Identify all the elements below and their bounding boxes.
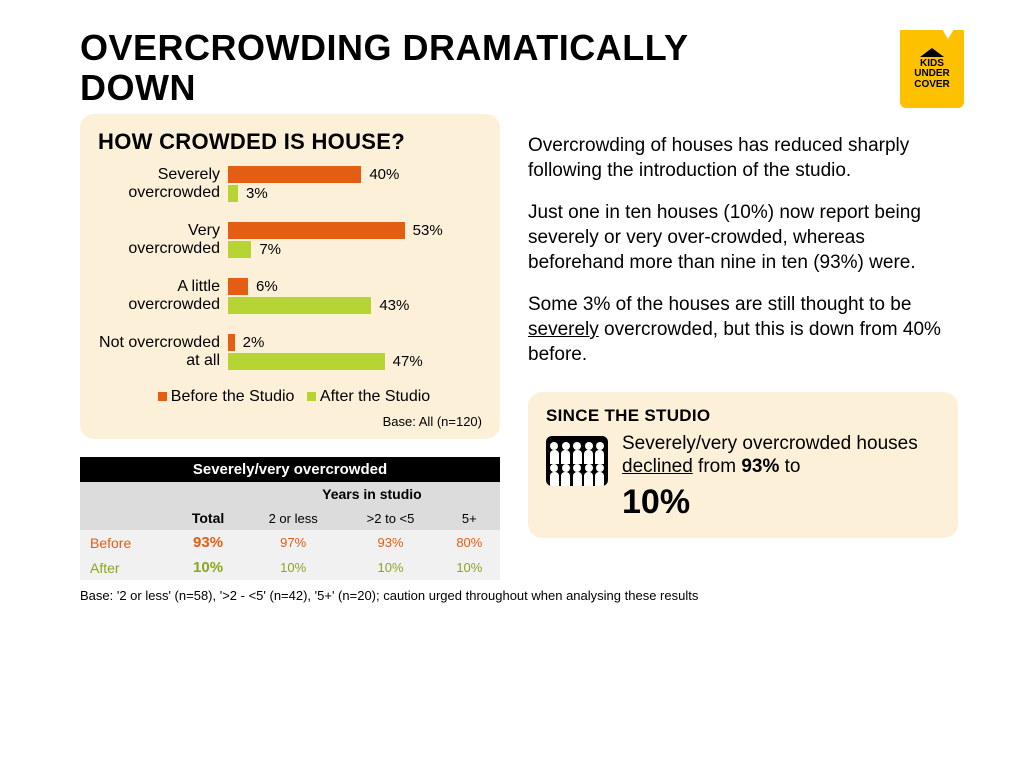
page-title: OVERCROWDING DRAMATICALLY DOWN	[80, 28, 780, 107]
bar-after	[228, 353, 385, 370]
paragraph-3: Some 3% of the houses are still thought …	[528, 293, 964, 367]
kids-under-cover-logo: KIDS UNDER COVER	[900, 30, 964, 108]
footnote: Base: '2 or less' (n=58), '>2 - <5' (n=4…	[80, 588, 964, 603]
callout-title: SINCE THE STUDIO	[546, 406, 940, 426]
bar-value: 53%	[413, 222, 443, 239]
bar-value: 47%	[393, 353, 423, 370]
chart-category: A little overcrowded 6% 43%	[98, 276, 482, 316]
bar-before	[228, 222, 405, 239]
bar-value: 6%	[256, 278, 278, 295]
bar-after	[228, 241, 251, 258]
table-row: After10%10%10%10%	[80, 555, 500, 580]
bar-value: 40%	[369, 166, 399, 183]
chart-category: Not overcrowded at all 2% 47%	[98, 332, 482, 372]
category-label: A little overcrowded	[98, 278, 228, 315]
table-group-header: Years in studio	[244, 482, 500, 506]
chart-category: Severely overcrowded 40% 3%	[98, 164, 482, 204]
category-label: Not overcrowded at all	[98, 334, 228, 371]
crowding-chart: HOW CROWDED IS HOUSE? Severely overcrowd…	[80, 114, 500, 439]
bar-before	[228, 334, 235, 351]
since-studio-callout: SINCE THE STUDIO Severely/very overcrowd…	[528, 392, 958, 538]
table-row: Before93%97%93%80%	[80, 530, 500, 555]
bar-after	[228, 297, 371, 314]
chart-title: HOW CROWDED IS HOUSE?	[98, 130, 482, 154]
bar-after	[228, 185, 238, 202]
chart-legend: Before the Studio After the Studio	[98, 388, 482, 406]
col-1: >2 to <5	[342, 506, 438, 530]
callout-text: Severely/very overcrowded houses decline…	[622, 432, 940, 524]
bar-value: 7%	[259, 241, 281, 258]
logo-line-3: COVER	[914, 80, 950, 91]
callout-big-stat: 10%	[622, 481, 940, 524]
col-total: Total	[172, 506, 244, 530]
bar-before	[228, 278, 248, 295]
paragraph-1: Overcrowding of houses has reduced sharp…	[528, 134, 964, 183]
crowd-icon	[546, 436, 608, 486]
category-label: Very overcrowded	[98, 222, 228, 259]
legend-after: After the Studio	[320, 388, 430, 405]
legend-before: Before the Studio	[171, 388, 295, 405]
bar-value: 3%	[246, 185, 268, 202]
chart-body: Severely overcrowded 40% 3% Very overcrowde…	[98, 164, 482, 372]
overcrowded-table: Severely/very overcrowded Years in studi…	[80, 457, 500, 580]
bar-value: 2%	[243, 334, 265, 351]
chart-base-note: Base: All (n=120)	[98, 414, 482, 429]
col-0: 2 or less	[244, 506, 343, 530]
paragraph-2: Just one in ten houses (10%) now report …	[528, 201, 964, 275]
bar-before	[228, 166, 361, 183]
chart-category: Very overcrowded 53% 7%	[98, 220, 482, 260]
bar-value: 43%	[379, 297, 409, 314]
category-label: Severely overcrowded	[98, 166, 228, 203]
col-2: 5+	[439, 506, 500, 530]
table-header: Severely/very overcrowded	[80, 457, 500, 482]
